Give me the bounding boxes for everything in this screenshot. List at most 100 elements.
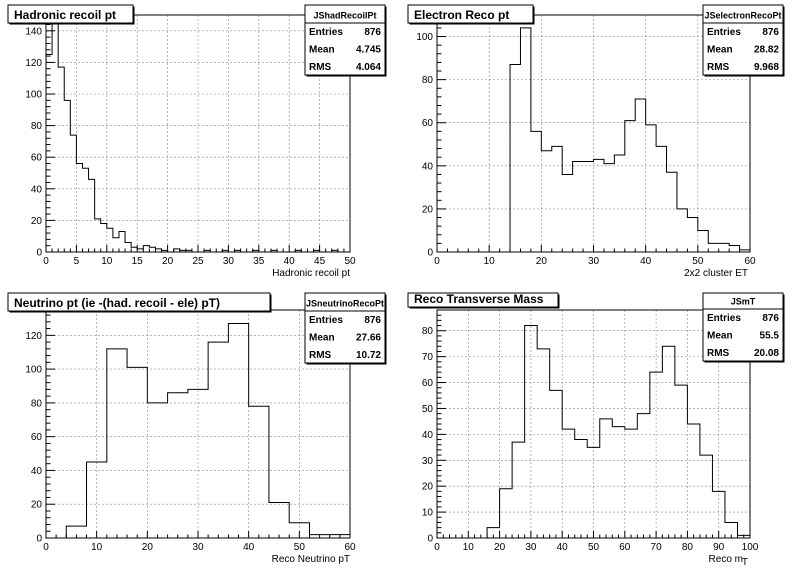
x-tick-label: 100 [742,542,759,553]
stats-value-rms: 10.72 [356,350,381,361]
x-tick-label: 20 [536,256,548,267]
x-tick-label: 50 [692,256,704,267]
stats-value-mean: 4.745 [356,45,381,56]
x-tick-label: 0 [43,542,49,553]
x-tick-label: 0 [43,256,49,267]
x-tick-label: 50 [294,542,306,553]
x-tick-label: 60 [744,256,756,267]
y-tick-label: 80 [422,75,434,86]
x-tick-label: 30 [192,542,204,553]
y-tick-label: 100 [25,365,42,376]
x-tick-label: 60 [344,542,356,553]
x-tick-label: 0 [434,256,440,267]
histogram-line [509,27,751,252]
y-tick-label: 40 [31,184,43,195]
y-tick-label: 0 [427,248,433,259]
grid [437,15,750,252]
y-tick-label: 10 [422,508,434,519]
stats-value-entries: 876 [762,27,779,38]
y-tick-label: 100 [25,90,42,101]
x-tick-label: 80 [682,542,694,553]
stats-value-rms: 9.968 [754,62,779,73]
y-tick-label: 100 [416,32,433,43]
y-tick-label: 0 [36,534,42,545]
x-tick-label: 0 [434,542,440,553]
x-tick-label: 40 [243,542,255,553]
y-tick-label: 40 [31,466,43,477]
y-tick-label: 140 [25,26,42,37]
x-tick-label: 50 [588,542,600,553]
x-axis-label: Reco Neutrino pT [272,554,350,565]
x-tick-label: 25 [192,256,204,267]
chart-title: Electron Reco pt [414,8,509,22]
y-tick-label: 80 [422,326,434,337]
x-tick-label: 20 [162,256,174,267]
stats-value-rms: 20.08 [754,348,779,359]
chart-title: Hadronic recoil pt [14,8,116,22]
x-axis-label: Hadronic recoil pt [272,268,350,279]
chart-title: Neutrino pt (ie -(had. recoil - ele) pT) [14,296,220,310]
x-tick-label: 20 [142,542,154,553]
y-tick-label: 40 [422,430,434,441]
stats-label-entries: Entries [707,313,741,324]
y-tick-label: 30 [422,456,434,467]
stats-histogram-name: JSneutrinoRecoPt [306,299,384,309]
y-tick-label: 70 [422,352,434,363]
x-tick-label: 10 [101,256,113,267]
x-tick-label: 30 [588,256,600,267]
histogram-panel: 0 5 10 15 20 25 30 35 40 45 50 0 20 40 60 80 100 120 140 Ha… [7,4,387,279]
stats-value-entries: 876 [364,315,381,326]
y-tick-label: 120 [25,331,42,342]
y-tick-label: 20 [422,482,434,493]
stats-box [304,292,386,364]
chart-title: Reco Transverse Mass [414,292,544,306]
x-tick-label: 50 [344,256,356,267]
stats-label-rms: RMS [707,348,730,359]
stats-label-mean: Mean [707,331,733,342]
stats-value-mean: 55.5 [760,331,780,342]
x-tick-label: 70 [651,542,663,553]
stats-histogram-name: JShadRecoilPt [313,11,376,21]
stats-value-entries: 876 [364,27,381,38]
x-axis-label: 2x2 cluster ET [684,268,748,279]
stats-label-rms: RMS [309,62,332,73]
histogram-panel: 0 10 20 30 40 50 60 0 20 40 60 80 100 2x2 cluster ET E… [407,4,785,279]
stats-value-rms: 4.064 [356,62,381,73]
stats-label-entries: Entries [309,315,343,326]
stats-box [702,292,784,362]
x-axis-label: Reco m [709,554,743,565]
histogram-line [486,325,751,538]
y-tick-label: 0 [427,534,433,545]
stats-value-entries: 876 [762,313,779,324]
x-tick-label: 20 [494,542,506,553]
x-tick-label: 60 [619,542,631,553]
x-tick-label: 10 [484,256,496,267]
x-tick-label: 40 [640,256,652,267]
stats-label-entries: Entries [707,27,741,38]
stats-label-entries: Entries [309,27,343,38]
title-box [7,4,134,24]
x-tick-label: 30 [223,256,235,267]
x-tick-label: 35 [253,256,265,267]
stats-label-rms: RMS [309,350,332,361]
y-tick-label: 20 [31,500,43,511]
x-tick-label: 10 [463,542,475,553]
y-tick-label: 50 [422,404,434,415]
y-tick-label: 0 [36,248,42,259]
title-box [7,292,271,312]
stats-label-mean: Mean [309,45,335,56]
stats-label-rms: RMS [707,62,730,73]
stats-label-mean: Mean [309,333,335,344]
y-tick-label: 20 [422,204,434,215]
x-tick-label: 30 [525,542,537,553]
title-box [407,292,559,308]
stats-histogram-name: JSmT [731,297,756,307]
y-tick-label: 40 [422,161,434,172]
y-tick-label: 80 [31,398,43,409]
y-tick-label: 60 [31,432,43,443]
y-tick-label: 60 [422,118,434,129]
stats-value-mean: 27.66 [356,333,381,344]
histogram-panel: 0 10 20 30 40 50 60 70 80 90 100 0 10 20 30 40 50 60 70 80 R… [407,292,785,568]
x-tick-label: 15 [132,256,144,267]
y-tick-label: 120 [25,58,42,69]
